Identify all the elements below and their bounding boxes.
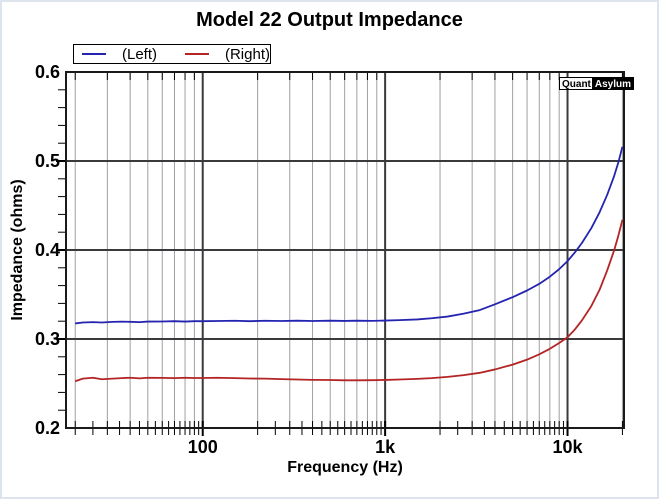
svg-text:0.6: 0.6 [35,62,60,82]
svg-text:10k: 10k [553,437,584,457]
legend-right-line-swatch [185,53,209,55]
chart-title: Model 22 Output Impedance [196,9,463,31]
legend-left-label: (Left) [121,45,157,63]
svg-text:0.5: 0.5 [35,151,60,171]
watermark-asylum-text: Asylum [591,77,635,90]
y-axis-label: Impedance (ohms) [9,179,26,321]
svg-text:0.2: 0.2 [35,418,60,438]
legend-right-label: (Right) [224,45,270,63]
svg-text:1k: 1k [375,437,396,457]
svg-text:0.3: 0.3 [35,329,60,349]
svg-text:0.4: 0.4 [35,240,60,260]
quantasylum-watermark: Quant Asylum [559,77,635,90]
watermark-quant-text: Quant [559,77,592,90]
x-axis-label: Frequency (Hz) [287,459,403,476]
legend-left-line-swatch [82,53,106,55]
svg-text:100: 100 [188,437,218,457]
legend: (Left) (Right) [73,44,271,64]
